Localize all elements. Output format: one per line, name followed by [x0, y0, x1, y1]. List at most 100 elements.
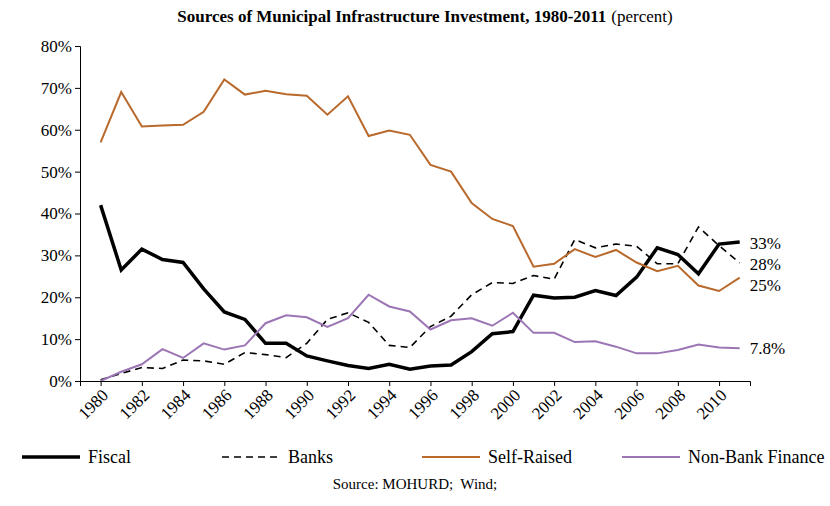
legend-swatch [22, 455, 80, 459]
x-tick-mark [595, 381, 596, 386]
y-tick-label: 10% [41, 330, 72, 349]
annotation: 7.8% [750, 339, 785, 358]
x-tick-mark [389, 381, 390, 386]
legend-swatch [622, 456, 680, 458]
x-tick-label: 1996 [404, 386, 441, 423]
x-tick-mark [637, 381, 638, 386]
x-tick-label: 1988 [239, 386, 276, 423]
legend-swatch [422, 456, 480, 458]
x-tick-mark [554, 381, 555, 386]
legend-item: Fiscal [22, 447, 131, 467]
y-tick: 20% [41, 288, 80, 307]
legend-label: Banks [288, 447, 333, 467]
x-tick-mark [266, 381, 267, 386]
legend: Fiscal Banks Self-Raised Non-Bank Finance [22, 447, 824, 467]
legend-item: Non-Bank Finance [622, 447, 824, 467]
series-line [101, 205, 740, 369]
y-tick-mark [75, 214, 80, 215]
x-tick: 1994 [363, 381, 401, 423]
y-tick: 80% [41, 37, 80, 56]
x-tick: 1992 [322, 381, 359, 423]
x-tick-mark [307, 381, 308, 386]
x-tick-label: 1992 [322, 386, 359, 423]
x-tick-label: 1994 [363, 385, 401, 423]
y-tick-mark [75, 255, 80, 256]
y-axis: 0% 10% 20% 30% 40% 50% 60% 70% 80% [41, 37, 81, 391]
x-tick-mark [142, 381, 143, 386]
x-tick-label: 1982 [116, 386, 153, 423]
x-tick: 1982 [116, 381, 153, 423]
x-tick: 1984 [157, 381, 195, 423]
chart: Sources of Municipal Infrastructure Inve… [0, 0, 830, 506]
x-tick: 2000 [487, 381, 524, 423]
annotation: 33% [750, 234, 781, 253]
x-axis: 1980198219841986198819901992199419961998… [75, 381, 751, 423]
x-tick-label: 1990 [281, 386, 318, 423]
y-tick: 50% [41, 163, 80, 182]
x-tick-label: 2002 [528, 386, 565, 423]
annotations: 33% 28% 25% 7.8% [750, 234, 785, 359]
legend-item: Self-Raised [422, 447, 572, 467]
y-axis-line [75, 47, 81, 382]
y-tick-mark [75, 46, 80, 47]
y-tick-label: 60% [41, 121, 72, 140]
x-tick-mark [472, 381, 473, 386]
y-tick-label: 20% [41, 288, 72, 307]
title: Sources of Municipal Infrastructure Inve… [177, 7, 606, 26]
plot-area [101, 80, 740, 382]
legend-item: Banks [222, 447, 333, 467]
x-tick: 1996 [404, 381, 441, 423]
x-tick-label: 1998 [446, 386, 483, 423]
annotation: 25% [750, 276, 781, 295]
y-tick-label: 50% [41, 163, 72, 182]
x-tick-mark [678, 381, 679, 386]
x-tick-label: 1984 [157, 385, 195, 423]
y-tick-mark [75, 297, 80, 298]
y-tick-label: 30% [41, 246, 72, 265]
x-tick: 1980 [75, 381, 112, 423]
y-tick: 40% [41, 204, 80, 223]
x-axis-line [81, 382, 751, 387]
x-tick-label: 2004 [569, 385, 607, 423]
x-tick: 1986 [198, 381, 235, 423]
y-tick-mark [75, 130, 80, 131]
x-tick: 2008 [652, 381, 689, 423]
x-tick-mark [224, 381, 225, 386]
x-tick-mark [101, 381, 102, 386]
x-tick-mark [719, 381, 720, 386]
x-tick-label: 1986 [198, 386, 235, 423]
x-tick: 2004 [569, 381, 607, 423]
legend-label: Fiscal [88, 447, 131, 467]
y-tick: 30% [41, 246, 80, 265]
y-tick: 70% [41, 79, 80, 98]
x-tick: 1988 [239, 381, 276, 423]
legend-swatch [222, 456, 280, 458]
y-tick: 10% [41, 330, 80, 349]
x-tick: 2002 [528, 381, 565, 423]
y-tick-mark [75, 339, 80, 340]
y-tick-mark [75, 381, 80, 382]
x-tick-label: 2000 [487, 386, 524, 423]
series-line [101, 80, 740, 291]
source: Source: MOHURD; Wind; [333, 476, 498, 492]
series-line [101, 295, 740, 381]
y-tick-label: 40% [41, 204, 72, 223]
title-group: Sources of Municipal Infrastructure Inve… [177, 7, 672, 26]
x-tick-label: 2010 [693, 386, 730, 423]
y-tick: 0% [49, 372, 80, 391]
x-tick: 1998 [446, 381, 483, 423]
y-tick-label: 0% [49, 372, 72, 391]
annotation: 28% [750, 255, 781, 274]
x-tick: 2010 [693, 381, 730, 423]
subtitle: (percent) [611, 7, 672, 26]
x-tick-mark [430, 381, 431, 386]
legend-label: Non-Bank Finance [688, 447, 824, 467]
y-tick-label: 70% [41, 79, 72, 98]
x-tick-label: 2008 [652, 386, 689, 423]
y-tick-mark [75, 88, 80, 89]
x-tick-mark [183, 381, 184, 386]
y-tick-label: 80% [41, 37, 72, 56]
y-tick-mark [75, 172, 80, 173]
x-tick: 2006 [611, 381, 648, 423]
x-tick: 1990 [281, 381, 318, 423]
